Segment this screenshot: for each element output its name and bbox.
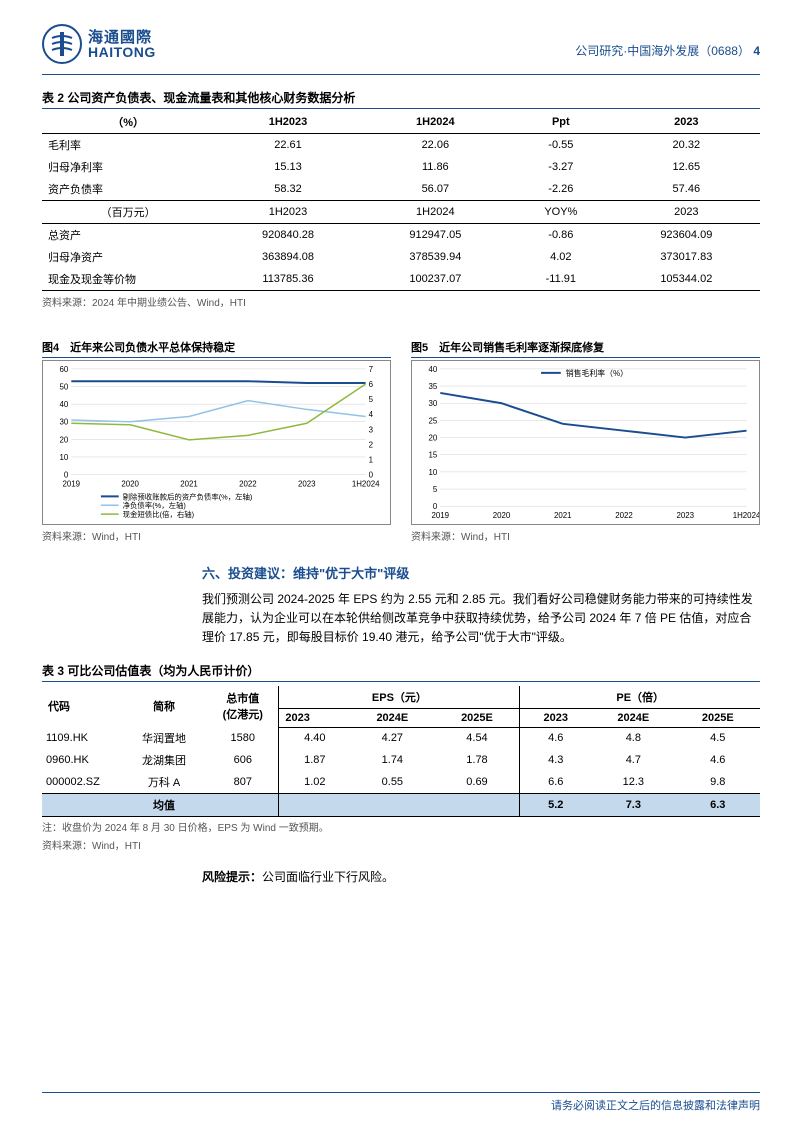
svg-text:40: 40 xyxy=(429,365,438,374)
svg-text:2020: 2020 xyxy=(493,511,511,520)
svg-text:7: 7 xyxy=(369,365,373,374)
t2-h1-c2: 1H2024 xyxy=(362,111,509,134)
t3-h-mcap: 总市值 (亿港元) xyxy=(207,686,279,728)
table3: 代码 简称 总市值 (亿港元) EPS（元） PE（倍） 2023 2024E … xyxy=(42,686,760,818)
t2-h2-c1: 1H2023 xyxy=(214,201,361,224)
svg-text:5: 5 xyxy=(433,485,438,494)
svg-text:2: 2 xyxy=(369,440,373,449)
svg-text:3: 3 xyxy=(369,425,374,434)
svg-text:现金短债比(倍，右轴): 现金短债比(倍，右轴) xyxy=(123,510,194,519)
t3-h-code: 代码 xyxy=(42,686,121,728)
table3-note: 注：收盘价为 2024 年 8 月 30 日价格，EPS 为 Wind 一致预期… xyxy=(42,819,760,834)
svg-text:0: 0 xyxy=(369,471,374,480)
t2-h1-c3: Ppt xyxy=(509,111,613,134)
t3-h-pe: PE（倍） xyxy=(520,686,760,709)
logo-text-en: HAITONG xyxy=(88,45,156,59)
svg-text:15: 15 xyxy=(429,451,438,460)
svg-text:2019: 2019 xyxy=(432,511,450,520)
svg-text:10: 10 xyxy=(60,453,69,462)
table-avg-row: 均值5.27.36.3 xyxy=(42,794,760,817)
svg-text:2021: 2021 xyxy=(180,479,198,488)
haitong-logo-icon xyxy=(42,24,82,64)
svg-text:30: 30 xyxy=(60,418,69,427)
svg-text:1H2024: 1H2024 xyxy=(733,511,759,520)
svg-text:35: 35 xyxy=(429,382,438,391)
logo-text-cn: 海通國際 xyxy=(88,30,156,45)
chart5: 0 5 10 15 20 25 30 35 40 2019 2020 2021 2022 2023 1H20… xyxy=(411,360,760,525)
svg-text:1: 1 xyxy=(369,455,373,464)
svg-text:2023: 2023 xyxy=(676,511,694,520)
table3-title: 表 3 可比公司估值表（均为人民币计价） xyxy=(42,662,760,679)
section6-title: 六、投资建议：维持"优于大市"评级 xyxy=(202,563,760,582)
svg-text:2022: 2022 xyxy=(239,479,257,488)
table-row: 000002.SZ万科 A8071.020.550.696.612.39.8 xyxy=(42,771,760,794)
header-rule xyxy=(42,74,760,75)
table3-source: 资料来源：Wind，HTI xyxy=(42,837,760,852)
svg-text:60: 60 xyxy=(60,365,69,374)
table2: （%） 1H2023 1H2024 Ppt 2023 毛利率22.6122.06… xyxy=(42,111,760,291)
t3-h-eps: EPS（元） xyxy=(279,686,520,709)
chart4-source: 资料来源：Wind，HTI xyxy=(42,528,391,543)
svg-text:2023: 2023 xyxy=(298,479,316,488)
svg-text:30: 30 xyxy=(429,399,438,408)
svg-text:销售毛利率（%）: 销售毛利率（%） xyxy=(566,368,628,378)
t2-h1-c1: 1H2023 xyxy=(214,111,361,134)
page-footer: 请务必阅读正文之后的信息披露和法律声明 xyxy=(42,1092,760,1113)
chart5-source: 资料来源：Wind，HTI xyxy=(411,528,760,543)
logo: 海通國際 HAITONG xyxy=(42,24,156,64)
svg-text:5: 5 xyxy=(369,395,374,404)
table-row: 1109.HK华润置地15804.404.274.544.64.84.5 xyxy=(42,727,760,749)
t2-h1-c4: 2023 xyxy=(613,111,760,134)
svg-text:25: 25 xyxy=(429,416,438,425)
page-number: 4 xyxy=(753,44,760,58)
svg-text:20: 20 xyxy=(60,435,69,444)
t2-h2-c4: 2023 xyxy=(613,201,760,224)
chart5-title: 图5 近年公司销售毛利率逐渐探底修复 xyxy=(411,339,760,355)
table-row: 0960.HK龙湖集团6061.871.741.784.34.74.6 xyxy=(42,749,760,771)
svg-text:0: 0 xyxy=(433,502,438,511)
svg-text:1H2024: 1H2024 xyxy=(352,479,380,488)
svg-text:6: 6 xyxy=(369,380,374,389)
svg-text:2021: 2021 xyxy=(554,511,572,520)
svg-text:净负债率(%，左轴): 净负债率(%，左轴) xyxy=(123,501,186,510)
risk-label: 风险提示： xyxy=(202,870,262,884)
risk-text: 公司面临行业下行风险。 xyxy=(262,870,394,884)
svg-text:10: 10 xyxy=(429,468,438,477)
table-row: 总资产920840.28912947.05-0.86923604.09 xyxy=(42,224,760,247)
table2-title: 表 2 公司资产负债表、现金流量表和其他核心财务数据分析 xyxy=(42,89,760,106)
svg-text:4: 4 xyxy=(369,410,374,419)
t2-h2-c3: YOY% xyxy=(509,201,613,224)
svg-text:剔除预收账款后的资产负债率(%，左轴): 剔除预收账款后的资产负债率(%，左轴) xyxy=(123,492,253,501)
section6-para: 我们预测公司 2024-2025 年 EPS 约为 2.55 元和 2.85 元… xyxy=(202,590,760,648)
svg-text:20: 20 xyxy=(429,434,438,443)
svg-text:40: 40 xyxy=(60,400,69,409)
page-header: 海通國際 HAITONG 公司研究·中国海外发展（0688） 4 xyxy=(42,24,760,70)
table-row: 归母净利率15.1311.86-3.2712.65 xyxy=(42,156,760,178)
svg-text:50: 50 xyxy=(60,382,69,391)
header-context: 公司研究·中国海外发展（0688） xyxy=(575,44,750,58)
table-row: 资产负债率58.3256.07-2.2657.46 xyxy=(42,178,760,201)
chart4: 0 10 20 30 40 50 60 0 1 2 3 4 5 6 7 2019 2020 2021 2022 202… xyxy=(42,360,391,525)
svg-text:0: 0 xyxy=(64,471,69,480)
chart4-title: 图4 近年来公司负债水平总体保持稳定 xyxy=(42,339,391,355)
table2-source: 资料来源：2024 年中期业绩公告、Wind，HTI xyxy=(42,294,760,309)
svg-text:2020: 2020 xyxy=(121,479,139,488)
risk-hint: 风险提示：公司面临行业下行风险。 xyxy=(202,868,760,885)
svg-text:2019: 2019 xyxy=(63,479,81,488)
t2-unit2: （百万元） xyxy=(42,201,214,224)
header-right: 公司研究·中国海外发展（0688） 4 xyxy=(575,42,760,59)
table-row: 现金及现金等价物113785.36100237.07-11.91105344.0… xyxy=(42,268,760,291)
table-row: 毛利率22.6122.06-0.5520.32 xyxy=(42,134,760,157)
t2-h2-c2: 1H2024 xyxy=(362,201,509,224)
t3-h-name: 简称 xyxy=(121,686,207,728)
table-row: 归母净资产363894.08378539.944.02373017.83 xyxy=(42,246,760,268)
svg-text:2022: 2022 xyxy=(615,511,633,520)
t2-unit1: （%） xyxy=(42,111,214,134)
